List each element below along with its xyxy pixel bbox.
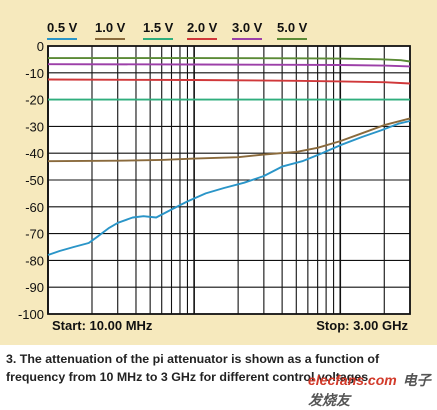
series-line-2-0-Vv (47, 78, 411, 85)
legend-label: 2.0 V (187, 20, 218, 35)
y-tick-label: -60 (25, 200, 44, 215)
y-tick-label: -10 (25, 66, 44, 81)
legend-label: 5.0 V (277, 20, 308, 35)
series-line-1-0-Vv (47, 117, 411, 163)
y-tick-label: -50 (25, 173, 44, 188)
plot-frame (47, 45, 411, 315)
start-label: Start: 10.00 MHz (52, 318, 153, 333)
figure-caption: 3. The attenuation of the pi attenuator … (6, 352, 380, 384)
watermark-brand: elecfans.com (308, 372, 397, 388)
series-line-0-5-Vv (47, 120, 411, 256)
chart-figure: 0 -10 -20 -30 -40 -50 -60 -70 -80 -90 -100 0.5 V 1.0… (0, 0, 437, 345)
watermark-logo: elecfans.com 电子发烧友 (308, 370, 437, 410)
y-tick-label: -20 (25, 93, 44, 108)
y-tick-label: -70 (25, 227, 44, 242)
attenuation-chart: 0 -10 -20 -30 -40 -50 -60 -70 -80 -90 -100 0.5 V 1.0… (18, 20, 411, 333)
legend-label: 1.5 V (143, 20, 174, 35)
series-line-5-0-Vv (48, 57, 411, 63)
y-tick-label: -90 (25, 280, 44, 295)
legend-label: 1.0 V (95, 20, 126, 35)
series-line-3-0-Vv (47, 63, 411, 68)
y-tick-label: -100 (18, 307, 44, 322)
legend-label: 0.5 V (47, 20, 78, 35)
y-tick-label: 0 (37, 39, 44, 54)
legend-label: 3.0 V (232, 20, 263, 35)
y-tick-label: -80 (25, 253, 44, 268)
y-tick-label: -40 (25, 146, 44, 161)
y-tick-label: -30 (25, 119, 44, 134)
stop-label: Stop: 3.00 GHz (316, 318, 408, 333)
